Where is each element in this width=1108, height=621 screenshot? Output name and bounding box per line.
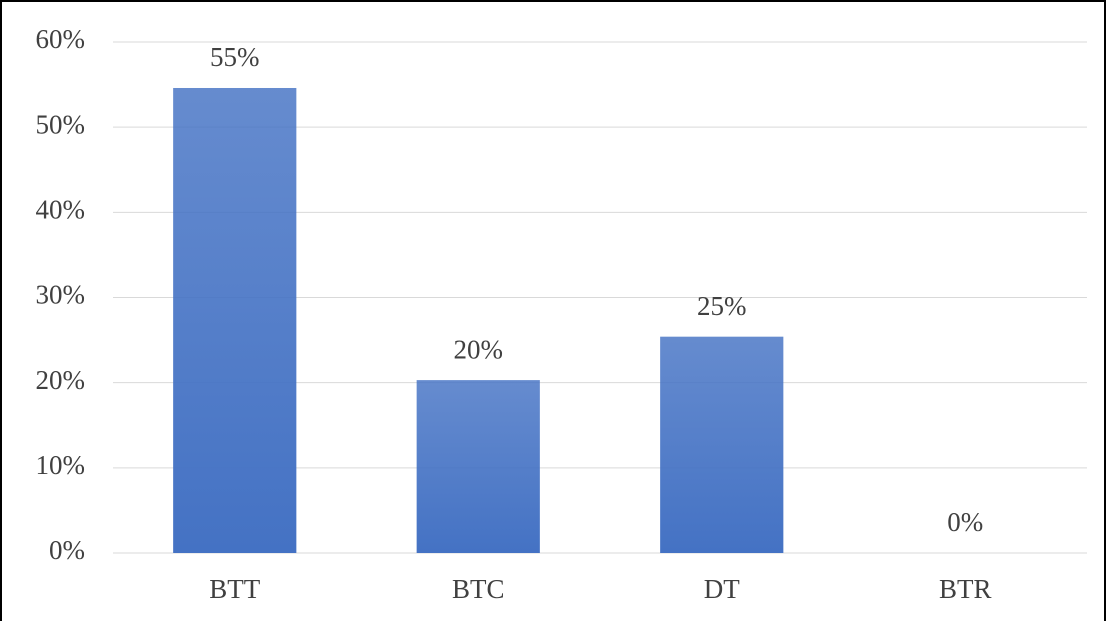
y-tick-label: 20% [36, 365, 86, 395]
bar [416, 380, 540, 553]
data-label: 25% [697, 291, 747, 321]
y-tick-label: 40% [36, 195, 86, 225]
y-tick-label: 50% [36, 109, 86, 139]
data-label: 0% [947, 507, 983, 537]
bar [660, 336, 784, 553]
x-tick-label: BTC [452, 574, 505, 604]
bar [173, 87, 297, 554]
y-tick-label: 60% [36, 24, 86, 54]
x-tick-label: DT [704, 574, 740, 604]
y-tick-label: 10% [36, 450, 86, 480]
x-tick-label: BTR [939, 574, 992, 604]
data-label: 20% [454, 334, 504, 364]
x-tick-label: BTT [209, 574, 261, 604]
y-tick-label: 0% [49, 535, 85, 565]
data-label: 55% [210, 42, 260, 72]
y-tick-label: 30% [36, 280, 86, 310]
